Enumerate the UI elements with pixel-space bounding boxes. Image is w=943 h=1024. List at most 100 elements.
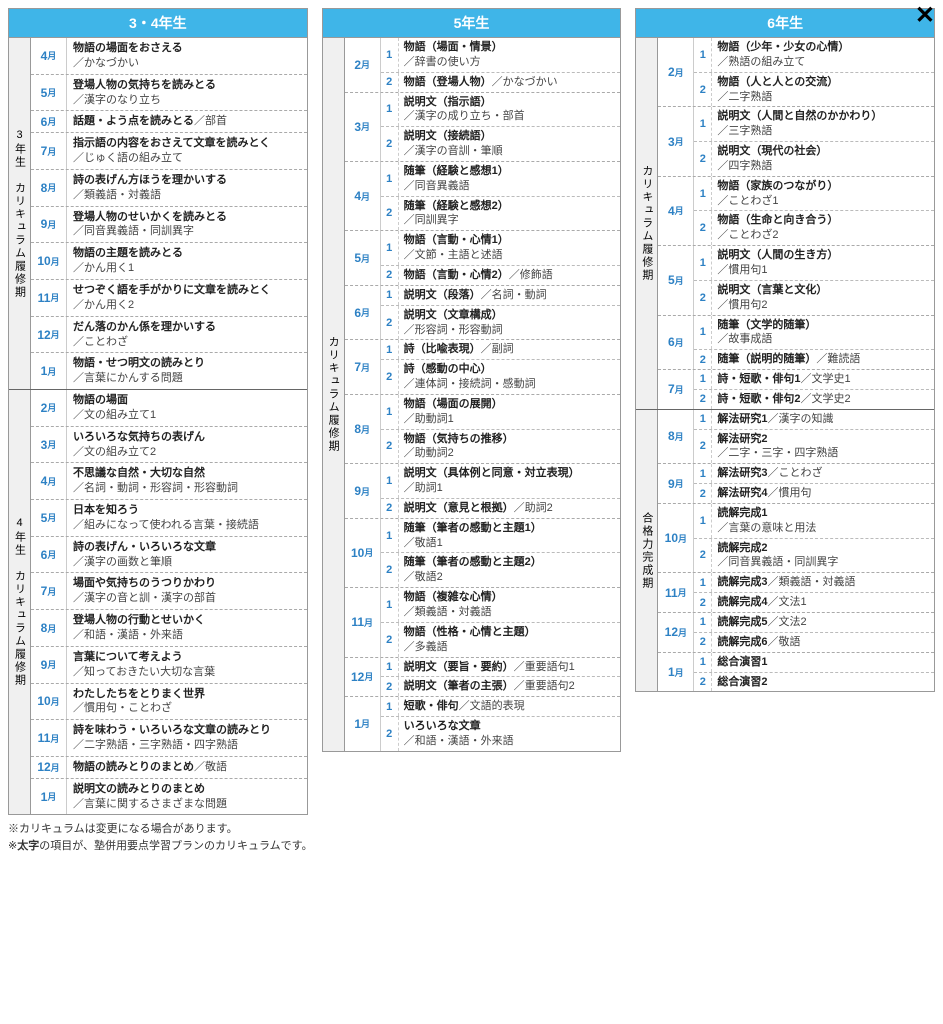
row-number: 2 (381, 360, 399, 394)
month-label: 1月 (31, 353, 67, 389)
curriculum-row: 1解法研究3／ことわざ (694, 464, 934, 484)
row-content: 言葉について考えよう／知っておきたい大切な言葉 (67, 647, 307, 683)
row-number: 2 (381, 127, 399, 161)
curriculum-row: 2説明文（接続語）／漢字の音訓・筆順 (381, 127, 621, 161)
month-label: 12月 (345, 658, 381, 697)
month-block: 1月1総合演習12総合演習2 (658, 653, 934, 692)
row-number: 1 (694, 370, 712, 389)
month-block: 1月1短歌・俳句／文語的表現2いろいろな文章／和語・漢語・外来語 (345, 697, 621, 751)
section-label: カリキュラム履修期 (323, 38, 345, 751)
curriculum-row: 1物語（少年・少女の心情）／熟語の組み立て (694, 38, 934, 73)
curriculum-row: 2読解完成2／同音異義語・同訓異字 (694, 539, 934, 573)
month-label: 7月 (658, 370, 694, 409)
row-content: 読解完成5／文法2 (712, 613, 934, 632)
curriculum-row: 物語・せつ明文の読みとり／言葉にかんする問題 (67, 353, 307, 389)
month-block: 7月場面や気持ちのうつりかわり／漢字の音と訓・漢字の部首 (31, 573, 307, 610)
curriculum-row: 1読解完成1／言葉の意味と用法 (694, 504, 934, 539)
month-label: 6月 (31, 111, 67, 132)
month-label: 4月 (31, 463, 67, 499)
month-label: 11月 (31, 720, 67, 756)
curriculum-row: 1物語（言動・心情1）／文節・主語と述語 (381, 231, 621, 266)
row-number: 2 (694, 281, 712, 315)
curriculum-row: 1読解完成5／文法2 (694, 613, 934, 633)
row-content: 不思議な自然・大切な自然／名詞・動詞・形容詞・形容動詞 (67, 463, 307, 499)
curriculum-row: 詩の表げん方ほうを理かいする／類義語・対義語 (67, 170, 307, 206)
row-number: 2 (381, 266, 399, 285)
curriculum-row: 物語の主題を読みとる／かん用く1 (67, 243, 307, 279)
curriculum-row: 場面や気持ちのうつりかわり／漢字の音と訓・漢字の部首 (67, 573, 307, 609)
grade-column: 3・4年生3年生 カリキュラム履修期4月物語の場面をおさえる／かなづかい5月登場… (8, 8, 308, 815)
row-number: 2 (381, 306, 399, 340)
month-block: 11月詩を味わう・いろいろな文章の読みとり／二字熟語・三字熟語・四字熟語 (31, 720, 307, 757)
row-content: 解法研究2／二字・三字・四字熟語 (712, 430, 934, 464)
row-content: 物語（家族のつながり）／ことわざ1 (712, 177, 934, 211)
month-block: 5月1説明文（人間の生き方）／慣用句12説明文（言葉と文化）／慣用句2 (658, 246, 934, 315)
month-label: 4月 (31, 38, 67, 74)
month-label: 12月 (31, 757, 67, 778)
month-label: 5月 (31, 75, 67, 111)
month-label: 10月 (31, 243, 67, 279)
row-number: 1 (694, 464, 712, 483)
month-block: 12月1読解完成5／文法22読解完成6／敬語 (658, 613, 934, 653)
close-icon[interactable]: ✕ (915, 4, 935, 28)
month-block: 4月不思議な自然・大切な自然／名詞・動詞・形容詞・形容動詞 (31, 463, 307, 500)
month-block: 12月物語の読みとりのまとめ／敬語 (31, 757, 307, 779)
row-number: 1 (694, 653, 712, 672)
month-block: 10月1随筆（筆者の感動と主題1）／敬語12随筆（筆者の感動と主題2）／敬語2 (345, 519, 621, 588)
month-label: 7月 (31, 573, 67, 609)
month-block: 6月1随筆（文学的随筆）／故事成語2随筆（説明的随筆）／難読語 (658, 316, 934, 371)
row-content: 説明文（意見と根拠）／助詞2 (399, 499, 621, 518)
month-block: 4月1随筆（経験と感想1）／同音異義語2随筆（経験と感想2）／同訓異字 (345, 162, 621, 231)
row-number: 1 (694, 504, 712, 538)
row-content: 物語・せつ明文の読みとり／言葉にかんする問題 (67, 353, 307, 389)
curriculum-row: 2物語（人と人との交流）／二字熟語 (694, 73, 934, 107)
month-block: 9月言葉について考えよう／知っておきたい大切な言葉 (31, 647, 307, 684)
row-content: 説明文の読みとりのまとめ／言葉に関するさまざまな問題 (67, 779, 307, 815)
row-content: 解法研究3／ことわざ (712, 464, 934, 483)
curriculum-row: 日本を知ろう／組みになって使われる言葉・接続語 (67, 500, 307, 536)
row-number: 2 (694, 211, 712, 245)
month-label: 3月 (345, 93, 381, 161)
row-content: 総合演習2 (712, 673, 934, 692)
curriculum-row: 2物語（言動・心情2）／修飾語 (381, 266, 621, 285)
row-number: 1 (381, 38, 399, 72)
curriculum-row: 話題・よう点を読みとる／部首 (67, 111, 307, 132)
curriculum-row: 2いろいろな文章／和語・漢語・外来語 (381, 717, 621, 751)
row-content: 説明文（文章構成）／形容詞・形容動詞 (399, 306, 621, 340)
curriculum-row: いろいろな気持ちの表げん／文の組み立て2 (67, 427, 307, 463)
row-content: 物語（人と人との交流）／二字熟語 (712, 73, 934, 107)
row-number: 1 (694, 613, 712, 632)
curriculum-row: 登場人物の気持ちを読みとる／漢字のなり立ち (67, 75, 307, 111)
row-number: 2 (381, 430, 399, 464)
month-block: 10月わたしたちをとりまく世界／慣用句・ことわざ (31, 684, 307, 721)
row-content: 読解完成2／同音異義語・同訓異字 (712, 539, 934, 573)
row-content: 登場人物の気持ちを読みとる／漢字のなり立ち (67, 75, 307, 111)
month-block: 7月1詩（比喩表現）／副詞2詩（感動の中心）／連体詞・接続詞・感動詞 (345, 340, 621, 395)
row-content: 説明文（筆者の主張）／重要語句2 (399, 677, 621, 696)
curriculum-row: 詩を味わう・いろいろな文章の読みとり／二字熟語・三字熟語・四字熟語 (67, 720, 307, 756)
curriculum-row: 2説明文（筆者の主張）／重要語句2 (381, 677, 621, 696)
curriculum-row: 1説明文（人間と自然のかかわり）／三字熟語 (694, 107, 934, 142)
month-block: 3月1説明文（人間と自然のかかわり）／三字熟語2説明文（現代の社会）／四字熟語 (658, 107, 934, 176)
row-number: 2 (694, 142, 712, 176)
row-content: 解法研究4／慣用句 (712, 484, 934, 503)
row-number: 2 (694, 593, 712, 612)
row-number: 2 (694, 633, 712, 652)
row-number: 1 (381, 588, 399, 622)
row-number: 1 (381, 697, 399, 716)
row-content: いろいろな気持ちの表げん／文の組み立て2 (67, 427, 307, 463)
row-number: 1 (694, 246, 712, 280)
month-label: 9月 (345, 464, 381, 518)
month-label: 1月 (658, 653, 694, 692)
row-content: 物語の場面／文の組み立て1 (67, 390, 307, 426)
row-number: 1 (381, 658, 399, 677)
month-block: 4月1物語（家族のつながり）／ことわざ12物語（生命と向き合う）／ことわざ2 (658, 177, 934, 246)
curriculum-row: 2総合演習2 (694, 673, 934, 692)
month-label: 5月 (31, 500, 67, 536)
month-label: 9月 (658, 464, 694, 503)
row-content: 解法研究1／漢字の知識 (712, 410, 934, 429)
month-block: 3月1説明文（指示語）／漢字の成り立ち・部首2説明文（接続語）／漢字の音訓・筆順 (345, 93, 621, 162)
curriculum-row: 1詩・短歌・俳句1／文学史1 (694, 370, 934, 390)
row-content: 場面や気持ちのうつりかわり／漢字の音と訓・漢字の部首 (67, 573, 307, 609)
month-block: 2月1物語（場面・情景）／辞書の使い方2物語（登場人物）／かなづかい (345, 38, 621, 93)
